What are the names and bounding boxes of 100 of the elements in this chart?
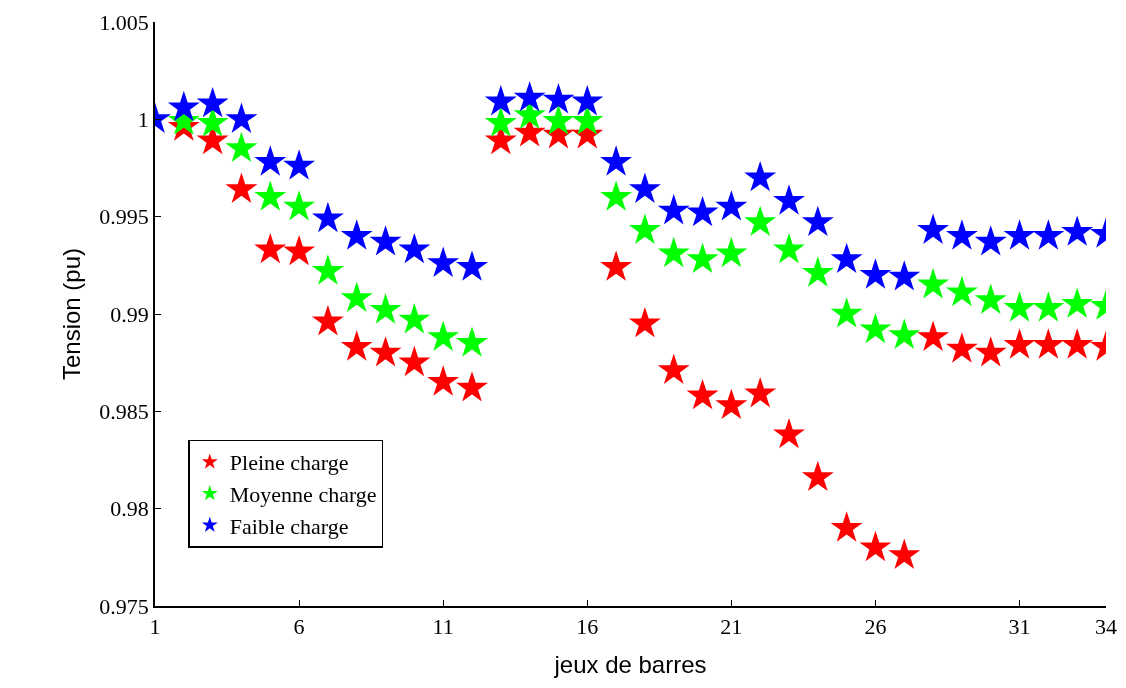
point [600, 250, 633, 281]
y-tick-label: 1.005 [99, 9, 149, 35]
point [859, 258, 892, 289]
point [744, 160, 777, 192]
point [945, 332, 978, 363]
point [657, 353, 690, 385]
point [542, 83, 575, 114]
point [484, 106, 517, 137]
point [917, 320, 950, 351]
point [888, 318, 921, 349]
point [225, 131, 258, 163]
point [225, 172, 258, 203]
point [917, 268, 950, 299]
point [340, 281, 373, 313]
point [657, 194, 690, 225]
legend-label: Faible charge [229, 513, 349, 539]
point [715, 388, 748, 420]
point [888, 260, 921, 291]
point [830, 242, 863, 274]
x-axis-title: jeux de barres [553, 650, 707, 678]
point [513, 81, 546, 112]
y-tick-label: 0.975 [99, 593, 149, 619]
point [657, 236, 690, 268]
point [1003, 219, 1036, 250]
point [1061, 328, 1094, 359]
point [283, 234, 316, 266]
point [600, 145, 633, 176]
point [917, 213, 950, 244]
point [311, 254, 344, 285]
point [715, 236, 748, 268]
x-tick-label: 34 [1095, 614, 1117, 640]
x-tick-label: 26 [864, 614, 887, 640]
point [311, 304, 344, 336]
x-tick-label: 16 [576, 614, 599, 640]
y-tick-label: 0.98 [110, 496, 149, 522]
point [628, 213, 661, 244]
point [225, 102, 258, 133]
point [628, 306, 661, 338]
point [254, 180, 287, 211]
point [1003, 291, 1036, 322]
point [1003, 328, 1036, 359]
point [686, 242, 719, 274]
x-tick-label: 31 [1008, 614, 1031, 640]
point [484, 85, 517, 116]
point [773, 417, 805, 449]
point [369, 336, 402, 367]
point [1032, 328, 1065, 359]
legend-label: Moyenne charge [229, 482, 377, 508]
x-tick-label: 21 [720, 614, 743, 640]
point [571, 85, 604, 116]
point [888, 538, 921, 569]
x-tick-label: 11 [432, 614, 454, 640]
x-tick-label: 6 [293, 614, 305, 640]
point [974, 283, 1007, 314]
point [974, 336, 1007, 367]
point [167, 90, 200, 122]
point [340, 330, 373, 361]
point [427, 365, 460, 396]
point [744, 377, 777, 408]
point [715, 190, 748, 221]
point [974, 225, 1007, 256]
point [398, 303, 431, 334]
point [686, 195, 719, 227]
y-tick-label: 0.99 [110, 301, 149, 327]
y-tick-label: 0.985 [99, 399, 149, 425]
point [254, 232, 287, 264]
point [283, 190, 316, 221]
point [801, 460, 834, 492]
point [542, 104, 575, 135]
point [628, 172, 661, 203]
point [773, 232, 805, 264]
point [744, 205, 777, 237]
point [456, 250, 488, 281]
point [398, 345, 431, 377]
legend-label: Pleine charge [229, 450, 349, 476]
point [311, 201, 344, 233]
point [340, 219, 373, 250]
point [427, 246, 460, 277]
point [369, 225, 402, 256]
point [859, 530, 892, 562]
point [1032, 291, 1065, 322]
y-tick-label: 1 [137, 107, 149, 133]
point [427, 320, 460, 351]
point [456, 326, 488, 357]
point [600, 180, 633, 211]
point [254, 145, 287, 176]
point [830, 297, 863, 328]
point [196, 86, 229, 118]
y-tick-label: 0.995 [99, 204, 149, 230]
point [1061, 287, 1094, 318]
point [398, 232, 431, 264]
y-axis-title: Tension (pu) [57, 247, 85, 381]
point [945, 219, 978, 250]
point [830, 511, 863, 542]
point [369, 293, 402, 324]
point [801, 205, 834, 237]
point [686, 378, 719, 410]
point [283, 149, 316, 180]
point [1061, 215, 1094, 246]
point [1032, 219, 1065, 250]
